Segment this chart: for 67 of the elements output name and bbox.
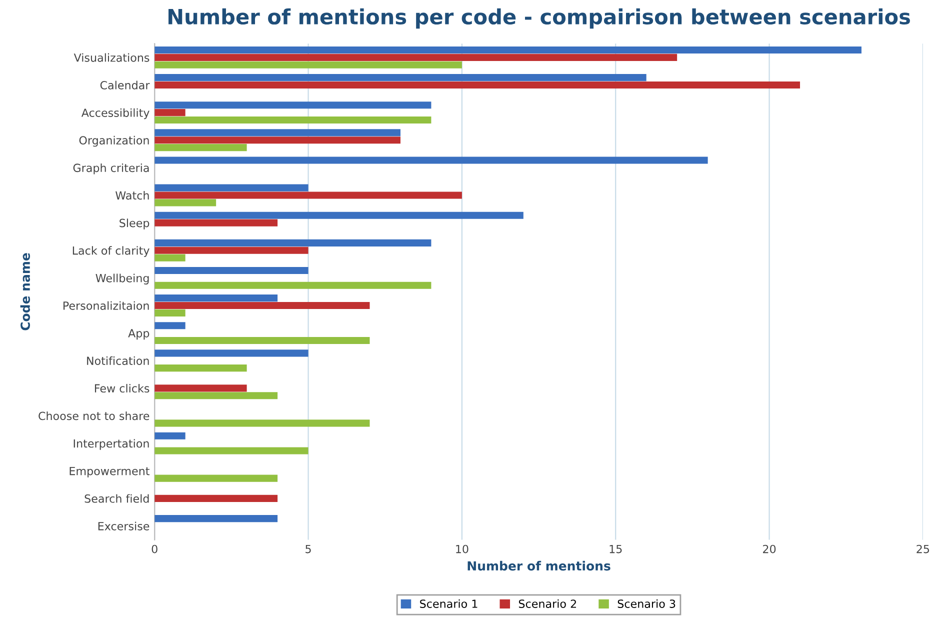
bar: [154, 432, 186, 440]
bar: [154, 364, 247, 372]
y-tick-label: Wellbeing: [96, 274, 149, 284]
y-axis-title: Code name: [20, 253, 30, 330]
y-tick-label: Excersise: [98, 522, 150, 530]
bar: [154, 81, 800, 89]
x-tick-label: 0: [152, 544, 158, 554]
y-tick-label: App: [128, 329, 150, 340]
bar: [154, 350, 308, 357]
bar: [154, 494, 278, 502]
y-tick-label: Notification: [87, 356, 149, 365]
bar: [154, 192, 462, 199]
bar: [154, 54, 678, 61]
y-tick-label: Few clicks: [94, 384, 150, 393]
y-tick-label: Accessibility: [81, 108, 150, 120]
legend-label: Scenario 2: [518, 599, 576, 608]
bar: [154, 136, 400, 144]
y-tick-label: Graph criteria: [73, 163, 149, 174]
bar: [154, 254, 186, 262]
bar: [154, 239, 432, 246]
y-tick-label: Visualizations: [74, 53, 150, 62]
bar: [154, 129, 400, 136]
bar: [154, 246, 308, 254]
bar: [154, 447, 308, 454]
y-tick-label: Sleep: [120, 218, 150, 230]
bar: [154, 474, 278, 482]
bar: [154, 309, 186, 316]
legend-label: Scenario 3: [618, 599, 676, 608]
bar: [154, 219, 278, 226]
bar: [154, 61, 462, 68]
y-tick-label: Organization: [79, 136, 149, 147]
bar: [154, 74, 646, 82]
bar: [154, 392, 278, 400]
bar: [154, 116, 432, 124]
legend-label: Scenario 1: [420, 599, 478, 608]
y-tick-label: Personalizitaion: [64, 301, 149, 310]
y-tick-label: Choose not to share: [38, 412, 150, 420]
bar: [154, 184, 308, 192]
x-tick-label: 25: [916, 544, 930, 554]
bar: [154, 322, 186, 330]
bar: [154, 144, 247, 152]
bar: [154, 212, 524, 219]
x-tick-label: 20: [763, 544, 776, 554]
bar: [154, 302, 370, 310]
y-tick-label: Lack of clarity: [72, 246, 150, 257]
y-tick-label: Empowerment: [70, 466, 150, 478]
y-tick-label: Calendar: [100, 80, 150, 90]
y-tick-label: Interpertation: [74, 439, 149, 450]
y-tick-label: Search field: [84, 494, 149, 503]
bar: [154, 384, 247, 392]
bar: [154, 515, 278, 522]
bar: [154, 102, 432, 109]
x-tick-label: 10: [456, 544, 468, 554]
bar: [154, 199, 216, 206]
bar: [154, 109, 186, 116]
bar: [154, 420, 370, 427]
y-tick-label: Watch: [116, 191, 149, 200]
bar: [154, 336, 370, 344]
bar: [154, 266, 308, 274]
x-tick-label: 5: [306, 544, 311, 554]
bar: [154, 46, 862, 54]
bar: [154, 294, 278, 302]
x-tick-label: 15: [610, 544, 622, 554]
chart-title: Number of mentions per code - compairison between scenarios: [168, 8, 910, 29]
bar: [154, 282, 432, 289]
bar: [154, 156, 708, 164]
x-axis-title: Number of mentions: [468, 560, 610, 571]
